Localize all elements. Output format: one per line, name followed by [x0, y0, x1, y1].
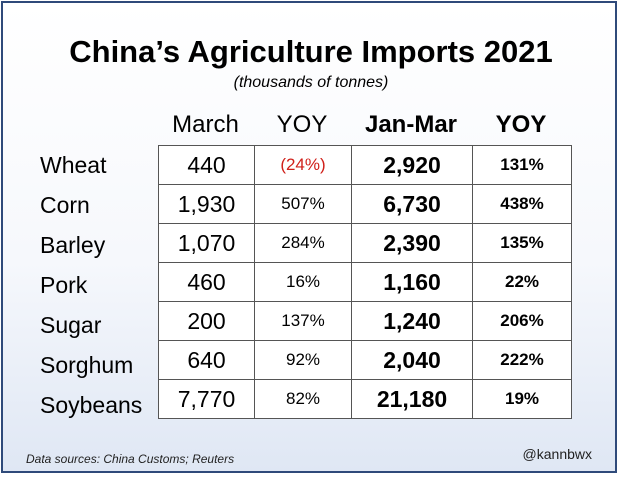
march-yoy-value: 507% [254, 184, 352, 224]
table-row: 640 92% 2,040 222% [158, 340, 572, 380]
march-value: 440 [158, 145, 255, 185]
march-value: 640 [158, 340, 255, 380]
march-yoy-value: 16% [254, 262, 352, 302]
row-label: Sugar [40, 312, 102, 338]
column-header-jan-mar-yoy: YOY [495, 111, 547, 138]
row-label: Sorghum [40, 352, 134, 378]
chart-title: China’s Agriculture Imports 2021 [69, 34, 553, 69]
column-header-march: March [172, 111, 239, 138]
jan-mar-yoy-value: 131% [472, 145, 572, 185]
table-row: 440 (24%) 2,920 131% [158, 145, 572, 185]
row-label: Pork [40, 272, 88, 298]
imports-table: 440 (24%) 2,920 131% 1,930 507% 6,730 438% 1,070… [158, 145, 572, 419]
march-yoy-value: 92% [254, 340, 352, 380]
table-row: 460 16% 1,160 22% [158, 262, 572, 302]
jan-mar-value: 1,160 [351, 262, 473, 302]
table-row: 200 137% 1,240 206% [158, 301, 572, 341]
jan-mar-yoy-value: 438% [472, 184, 572, 224]
jan-mar-value: 2,040 [351, 340, 473, 380]
jan-mar-yoy-value: 135% [472, 223, 572, 263]
march-yoy-value: (24%) [254, 145, 352, 185]
jan-mar-yoy-value: 19% [472, 379, 572, 419]
column-header-jan-mar: Jan-Mar [364, 111, 458, 138]
jan-mar-value: 21,180 [351, 379, 473, 419]
jan-mar-yoy-value: 206% [472, 301, 572, 341]
chart-subtitle: (thousands of tonnes) [233, 74, 389, 91]
table-row: 1,070 284% 2,390 135% [158, 223, 572, 263]
jan-mar-value: 2,920 [351, 145, 473, 185]
row-label: Soybeans [40, 392, 143, 418]
march-yoy-value: 284% [254, 223, 352, 263]
table-row: 1,930 507% 6,730 438% [158, 184, 572, 224]
column-header-march-yoy: YOY [276, 111, 328, 138]
author-handle: @kannbwx [522, 446, 592, 462]
march-value: 1,930 [158, 184, 255, 224]
march-value: 460 [158, 262, 255, 302]
data-source-note: Data sources: China Customs; Reuters [26, 452, 235, 466]
table-body: 440 (24%) 2,920 131% 1,930 507% 6,730 438% 1,070… [158, 145, 572, 419]
jan-mar-yoy-value: 22% [472, 262, 572, 302]
jan-mar-value: 6,730 [351, 184, 473, 224]
jan-mar-yoy-value: 222% [472, 340, 572, 380]
table-row: 7,770 82% 21,180 19% [158, 379, 572, 419]
row-label: Corn [40, 192, 90, 218]
march-value: 7,770 [158, 379, 255, 419]
row-label: Barley [40, 232, 106, 258]
march-yoy-value: 82% [254, 379, 352, 419]
march-yoy-value: 137% [254, 301, 352, 341]
march-value: 200 [158, 301, 255, 341]
row-label: Wheat [40, 152, 107, 178]
jan-mar-value: 1,240 [351, 301, 473, 341]
march-value: 1,070 [158, 223, 255, 263]
jan-mar-value: 2,390 [351, 223, 473, 263]
